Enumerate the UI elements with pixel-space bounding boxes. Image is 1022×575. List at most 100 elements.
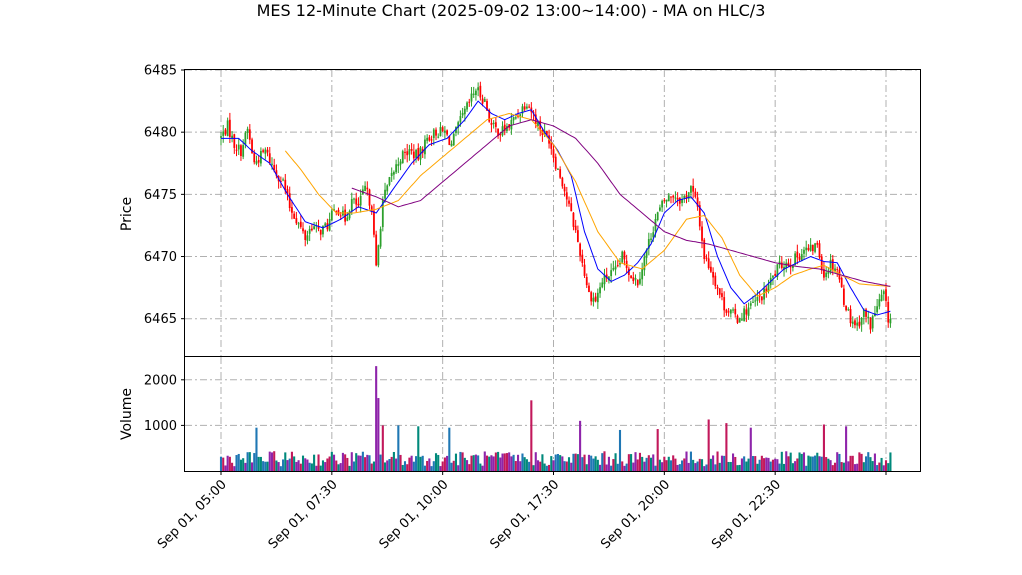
volume-bar: [231, 462, 234, 471]
candle-body: [308, 228, 311, 234]
candle-body: [729, 309, 732, 314]
candle-body: [246, 128, 249, 133]
volume-bar: [306, 459, 309, 471]
volume-bar: [641, 456, 644, 471]
candle-body: [741, 319, 743, 321]
candle-body: [765, 288, 768, 292]
candle-body: [435, 129, 437, 136]
candle-body: [242, 145, 245, 157]
volume-bar: [386, 460, 389, 471]
volume-bar: [636, 459, 639, 471]
volume-bar: [262, 461, 265, 471]
volume-bar: [346, 457, 349, 471]
candle-body: [364, 185, 366, 192]
candle-body: [370, 206, 373, 212]
volume-bar: [244, 462, 247, 471]
candle-body: [233, 134, 236, 148]
candle-body: [687, 192, 690, 199]
volume-bar: [851, 455, 854, 471]
candle-body: [550, 141, 553, 149]
candle-body: [262, 150, 265, 152]
candle-body: [299, 221, 302, 227]
volume-bar: [461, 452, 464, 471]
candle-body: [355, 198, 358, 205]
candle-body: [486, 100, 488, 111]
candle-body: [412, 151, 415, 159]
price-axis-label: Price: [119, 197, 135, 231]
candle-body: [767, 284, 770, 292]
volume-bar: [434, 453, 438, 471]
candle-body: [439, 127, 442, 137]
volume-bar: [383, 462, 387, 471]
volume-bar: [694, 463, 697, 471]
volume-bar: [749, 427, 752, 471]
volume-bar: [237, 453, 240, 471]
volume-bar: [583, 454, 586, 471]
candle-body: [610, 270, 613, 277]
volume-bar: [530, 400, 533, 471]
candle-body: [388, 177, 391, 185]
volume-bar: [862, 462, 865, 471]
volume-bar: [390, 456, 393, 471]
candle-body: [424, 139, 426, 155]
volume-bar: [510, 456, 513, 471]
candle-body: [596, 292, 599, 303]
candle-body: [621, 251, 624, 263]
candle-body: [736, 315, 739, 323]
candle-body: [842, 288, 845, 305]
candle-body: [652, 232, 655, 238]
volume-bar: [869, 457, 872, 471]
volume-bar: [339, 463, 342, 471]
volume-bar: [483, 451, 486, 471]
volume-bar: [780, 451, 783, 471]
volume-bar: [663, 456, 666, 471]
candle-body: [528, 106, 531, 108]
volume-bar: [255, 427, 258, 471]
volume-bar: [497, 451, 500, 471]
volume-bar: [831, 465, 834, 471]
candle-body: [796, 251, 799, 258]
candle-body: [488, 109, 491, 122]
volume-bar: [876, 465, 879, 471]
candle-body: [335, 211, 338, 213]
volume-bar: [392, 451, 395, 471]
candle-body: [827, 271, 830, 274]
candle-body: [747, 307, 750, 316]
volume-bar: [288, 458, 291, 471]
volume-bar: [259, 456, 262, 471]
candle-body: [814, 243, 816, 252]
volume-bar: [873, 453, 876, 471]
volume-bar: [599, 464, 602, 471]
volume-bar: [446, 455, 449, 471]
candle-body: [583, 264, 586, 276]
candle-body: [275, 170, 278, 176]
volume-bar: [403, 461, 407, 471]
volume-bar: [674, 458, 677, 471]
candle-body: [636, 279, 639, 286]
candle-body: [889, 318, 892, 324]
volume-bar: [592, 458, 595, 471]
volume-bar: [878, 462, 881, 471]
candle-body: [503, 124, 506, 132]
candle-body: [291, 207, 293, 213]
volume-bar: [257, 456, 260, 471]
volume-bar: [381, 425, 384, 471]
candle-body: [880, 294, 883, 301]
volume-bar: [687, 462, 690, 471]
volume-bar: [871, 461, 874, 471]
volume-bar: [375, 366, 378, 471]
volume-bar: [649, 457, 653, 471]
candle-body: [792, 265, 794, 268]
volume-bar: [833, 462, 837, 471]
candle-body: [559, 169, 562, 178]
volume-bar: [607, 456, 610, 471]
candle-body: [878, 299, 881, 307]
volume-y-tick-label: 2000: [144, 373, 177, 388]
candle-body: [734, 308, 737, 315]
candle-body: [732, 309, 734, 311]
volume-bar: [539, 461, 542, 471]
volume-bar: [567, 457, 571, 471]
candle-body: [654, 219, 657, 232]
candle-body: [590, 292, 593, 302]
volume-bar: [441, 461, 444, 471]
